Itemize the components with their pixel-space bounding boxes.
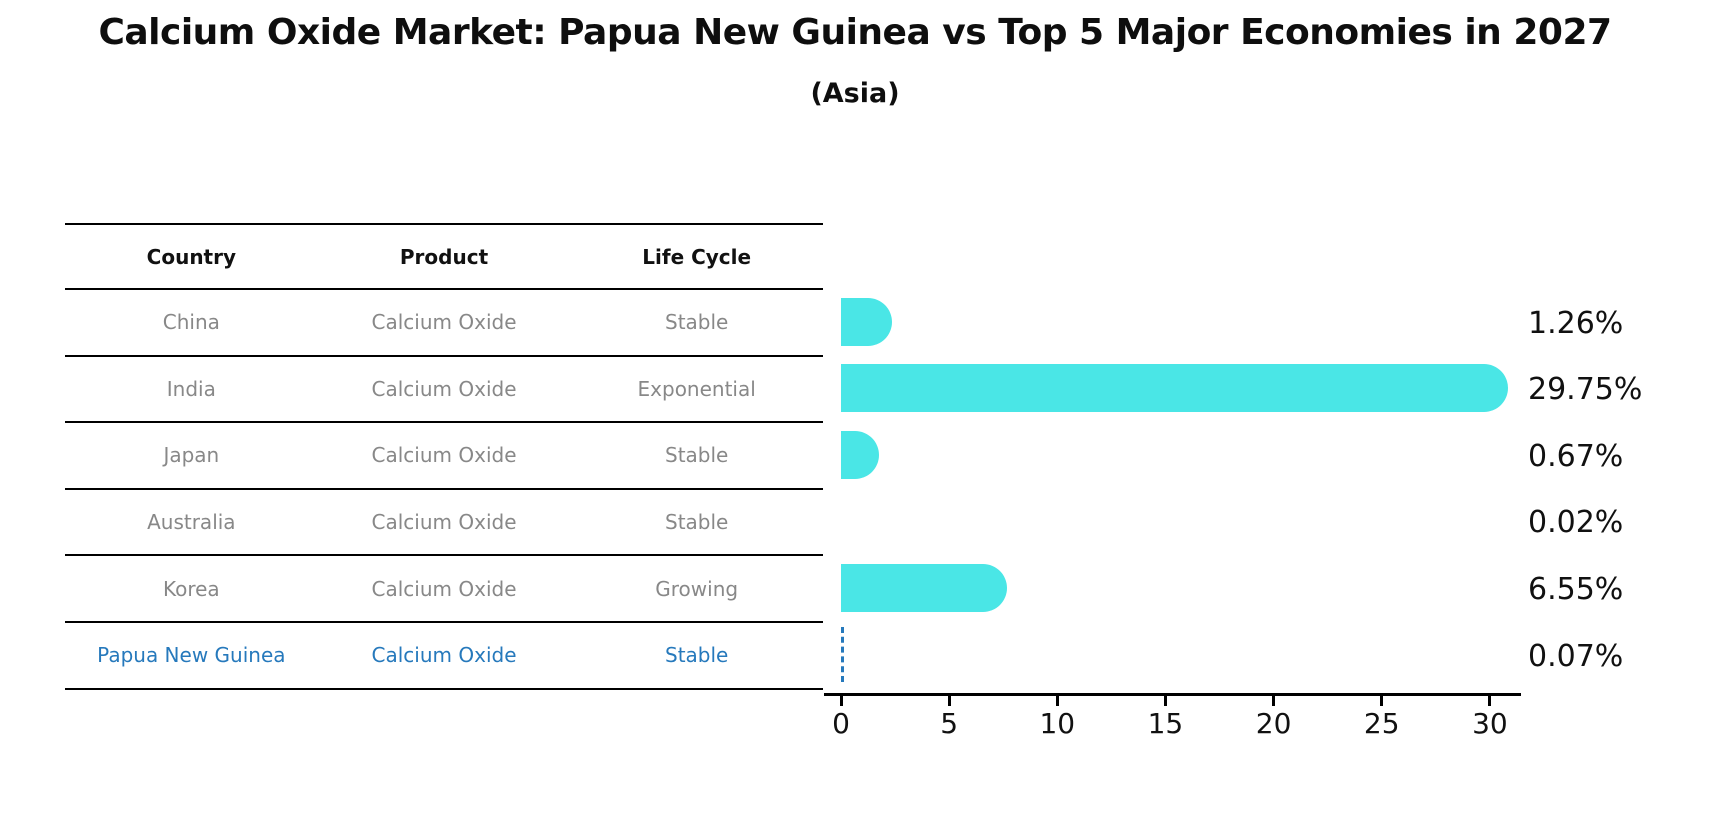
table-cell-country: Australia	[147, 510, 236, 535]
table-cell-life_cycle: Exponential	[637, 376, 756, 401]
x-tick-mark	[1272, 693, 1276, 706]
value-label-india: 29.75%	[1528, 372, 1643, 408]
chart-title: Calcium Oxide Market: Papua New Guinea v…	[98, 12, 1612, 53]
x-tick-label-10: 10	[1039, 707, 1076, 740]
table-cell-country: Papua New Guinea	[97, 643, 286, 668]
x-tick-label-15: 15	[1147, 707, 1184, 740]
x-tick-mark	[1055, 693, 1059, 706]
value-label-china: 1.26%	[1528, 305, 1624, 341]
x-tick-mark	[839, 693, 843, 706]
value-label-japan: 0.67%	[1528, 438, 1624, 474]
x-tick-mark	[1163, 693, 1167, 706]
table-row-japan: Japan Calcium Oxide Stable	[65, 421, 823, 488]
bar-india	[841, 364, 1509, 413]
table-cell-product: Calcium Oxide	[371, 443, 517, 468]
table-row-china: China Calcium Oxide Stable	[65, 288, 823, 355]
table-cell-country: India	[166, 376, 216, 401]
x-tick-label-20: 20	[1255, 707, 1292, 740]
table-header-product: Product	[399, 244, 489, 269]
value-label-korea: 6.55%	[1528, 571, 1624, 607]
table-row-india: India Calcium Oxide Exponential	[65, 354, 823, 422]
bar-china	[841, 297, 893, 346]
x-tick-label-25: 25	[1363, 707, 1400, 740]
x-tick-mark	[1488, 693, 1492, 706]
table-cell-product: Calcium Oxide	[371, 643, 517, 668]
table-header-life_cycle: Life Cycle	[642, 244, 752, 269]
table-row-papua-new-guinea: Papua New Guinea Calcium Oxide Stable	[65, 620, 823, 690]
country-info-table: Country Product Life Cycle China Calcium Oxi…	[65, 223, 823, 690]
value-label-papua-new-guinea: 0.07%	[1528, 638, 1624, 674]
x-axis-line	[824, 693, 1521, 696]
x-tick-mark	[947, 693, 951, 706]
table-cell-life_cycle: Growing	[655, 576, 739, 601]
table-cell-country: Korea	[162, 576, 220, 601]
bar-japan	[841, 430, 880, 479]
x-tick-label-30: 30	[1472, 707, 1508, 740]
table-cell-life_cycle: Stable	[665, 443, 729, 468]
table-cell-product: Calcium Oxide	[371, 310, 517, 335]
table-cell-country: China	[162, 310, 220, 335]
table-header-row: Country Product Life Cycle	[65, 223, 823, 288]
x-tick-label-0: 0	[832, 707, 850, 740]
bar-korea	[841, 563, 1007, 612]
table-cell-country: Japan	[163, 443, 220, 468]
chart-subtitle: (Asia)	[810, 78, 900, 109]
bar-papua-new-guinea	[841, 627, 844, 682]
table-row-australia: Australia Calcium Oxide Stable	[65, 487, 823, 555]
table-header-country: Country	[146, 244, 237, 269]
x-tick-mark	[1380, 693, 1384, 706]
table-row-korea: Korea Calcium Oxide Growing	[65, 554, 823, 621]
table-cell-product: Calcium Oxide	[371, 376, 517, 401]
table-cell-life_cycle: Stable	[665, 643, 729, 668]
table-cell-life_cycle: Stable	[665, 310, 729, 335]
x-tick-label-5: 5	[940, 707, 959, 740]
value-label-australia: 0.02%	[1528, 505, 1624, 541]
table-cell-product: Calcium Oxide	[371, 576, 517, 601]
table-cell-life_cycle: Stable	[665, 510, 729, 535]
table-cell-product: Calcium Oxide	[371, 510, 517, 535]
